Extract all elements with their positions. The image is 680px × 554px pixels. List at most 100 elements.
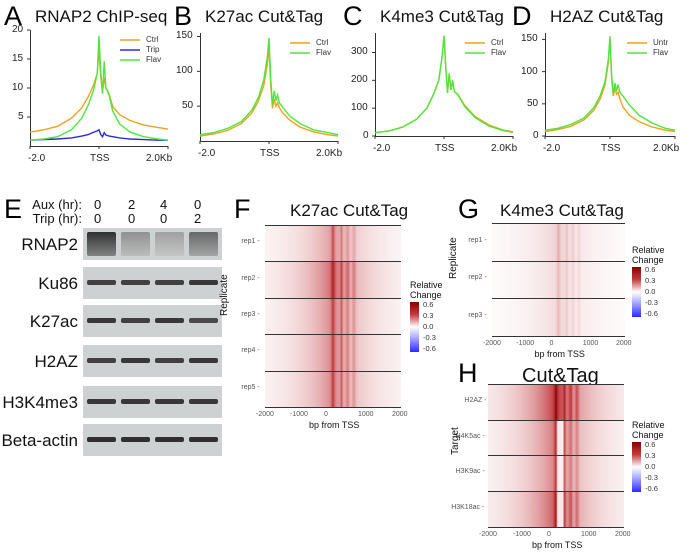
- heatmap-row: [492, 260, 625, 298]
- heatmap-row: [488, 384, 624, 420]
- row-divider: [265, 225, 401, 226]
- colorbar-tick: -0.6: [645, 484, 658, 493]
- colorbar-title-line2: Change: [632, 255, 664, 265]
- heatmap-title: K27ac Cut&Tag: [290, 201, 409, 220]
- row-divider: [265, 407, 401, 408]
- blot-band: [121, 280, 150, 285]
- heatmap-row: [488, 419, 624, 456]
- heatmap-row: [492, 298, 625, 336]
- series-line-flav: [544, 36, 676, 131]
- blot-strip: [83, 424, 222, 456]
- x-tick-label: -2.0: [198, 148, 216, 159]
- row-label: H3K18ac -: [451, 503, 485, 511]
- blot-band: [87, 399, 116, 404]
- x-tick-label: TSS: [435, 143, 455, 154]
- row-label: H2AZ -: [464, 396, 487, 404]
- x-tick-label: -2.0: [373, 143, 391, 154]
- blot-strip: [83, 305, 222, 337]
- blot-band: [121, 358, 150, 363]
- colorbar-tick: 0.0: [645, 287, 656, 296]
- blot-band: [189, 358, 218, 363]
- x-tick-label: -2000: [256, 411, 274, 418]
- blot-header-value: 0: [194, 197, 202, 212]
- row-divider: [488, 526, 624, 528]
- row-divider: [265, 297, 401, 299]
- blot-header-value: 0: [94, 211, 102, 226]
- blot-header-value: 0: [94, 197, 102, 212]
- row-divider: [488, 419, 624, 421]
- blot-header-value: 2: [194, 211, 202, 226]
- colorbar-tick: 0.3: [423, 311, 434, 320]
- colorbar-title-line2: Change: [410, 290, 442, 300]
- x-tick-label: 2.0Kb: [491, 143, 518, 154]
- series-line-untr: [544, 38, 676, 133]
- chart-title: K4me3 Cut&Tag: [380, 7, 504, 26]
- y-tick-label: 150: [521, 33, 538, 45]
- row-divider: [492, 223, 625, 224]
- y-tick-label: 10: [12, 82, 24, 93]
- blot-row-label: RNAP2: [21, 235, 78, 254]
- heatmap-area: [265, 225, 401, 408]
- x-tick-label: TSS: [90, 153, 110, 164]
- legend-label: Ctrl: [491, 38, 504, 47]
- legend-label: Trip: [146, 45, 160, 54]
- row-divider: [488, 455, 624, 457]
- colorbar-tick: -0.6: [423, 344, 436, 353]
- blot-band: [121, 318, 150, 323]
- heatmap-row: [492, 223, 625, 261]
- panel-label-a: A: [4, 1, 23, 31]
- row-divider: [492, 260, 625, 262]
- blot-band: [155, 358, 184, 363]
- y-axis-label: Target: [450, 427, 461, 456]
- chart-title: K27ac Cut&Tag: [205, 7, 324, 26]
- heatmap-area: [488, 384, 624, 528]
- row-divider: [265, 334, 401, 336]
- heatmap-row: [488, 491, 624, 527]
- x-tick-label: TSS: [601, 143, 621, 154]
- chart-title: H2AZ Cut&Tag: [550, 7, 664, 26]
- y-tick-label: 150: [176, 30, 193, 42]
- plot-area: [27, 29, 169, 149]
- row-divider: [265, 370, 401, 372]
- blot-row-label: Beta-actin: [1, 431, 78, 450]
- x-tick-label: TSS: [260, 148, 280, 159]
- blot-band: [155, 318, 184, 323]
- x-axis-label: bp from TSS: [309, 420, 360, 430]
- panel-label-c: C: [343, 1, 363, 31]
- blot-band: [189, 232, 218, 256]
- blot-band: [189, 318, 218, 323]
- x-tick-label: 1000: [358, 411, 374, 418]
- x-tick-label: -2000: [483, 339, 501, 347]
- blot-band: [155, 399, 184, 404]
- series-line-trip: [29, 128, 168, 141]
- colorbar-tick: 0.3: [645, 276, 656, 285]
- colorbar-tick: -0.6: [645, 309, 658, 318]
- x-tick-label: 2.0Kb: [653, 143, 680, 154]
- blot-band: [189, 437, 218, 442]
- blot-strip: [83, 267, 222, 299]
- colorbar-tick: -0.3: [423, 333, 436, 342]
- x-tick-label: -2000: [479, 530, 497, 538]
- x-tick-label: -2.0: [543, 143, 561, 154]
- blot-band: [87, 232, 116, 256]
- x-tick-label: 2000: [616, 339, 632, 347]
- x-tick-label: 2000: [615, 530, 631, 538]
- row-divider: [488, 491, 624, 493]
- blot-row-label: H3K4me3: [2, 393, 78, 412]
- legend-label: Ctrl: [316, 38, 329, 47]
- heatmap-row: [265, 370, 401, 407]
- row-divider: [492, 335, 625, 337]
- blot-header-value: 0: [128, 211, 136, 226]
- y-tick-label: 200: [351, 74, 368, 86]
- colorbar-title: Relative: [632, 245, 665, 255]
- heatmap-area: [492, 223, 625, 337]
- y-tick-label: 100: [176, 65, 193, 77]
- legend-label: Flav: [316, 48, 332, 57]
- row-divider: [492, 298, 625, 299]
- blot-header-label: Trip (hr):: [32, 211, 82, 226]
- colorbar-title: Relative: [632, 420, 665, 430]
- blot-band: [87, 358, 116, 363]
- chart-title: RNAP2 ChIP-seq: [35, 7, 168, 26]
- panel-label-b: B: [174, 1, 193, 31]
- colorbar-tick: 0.3: [645, 451, 656, 460]
